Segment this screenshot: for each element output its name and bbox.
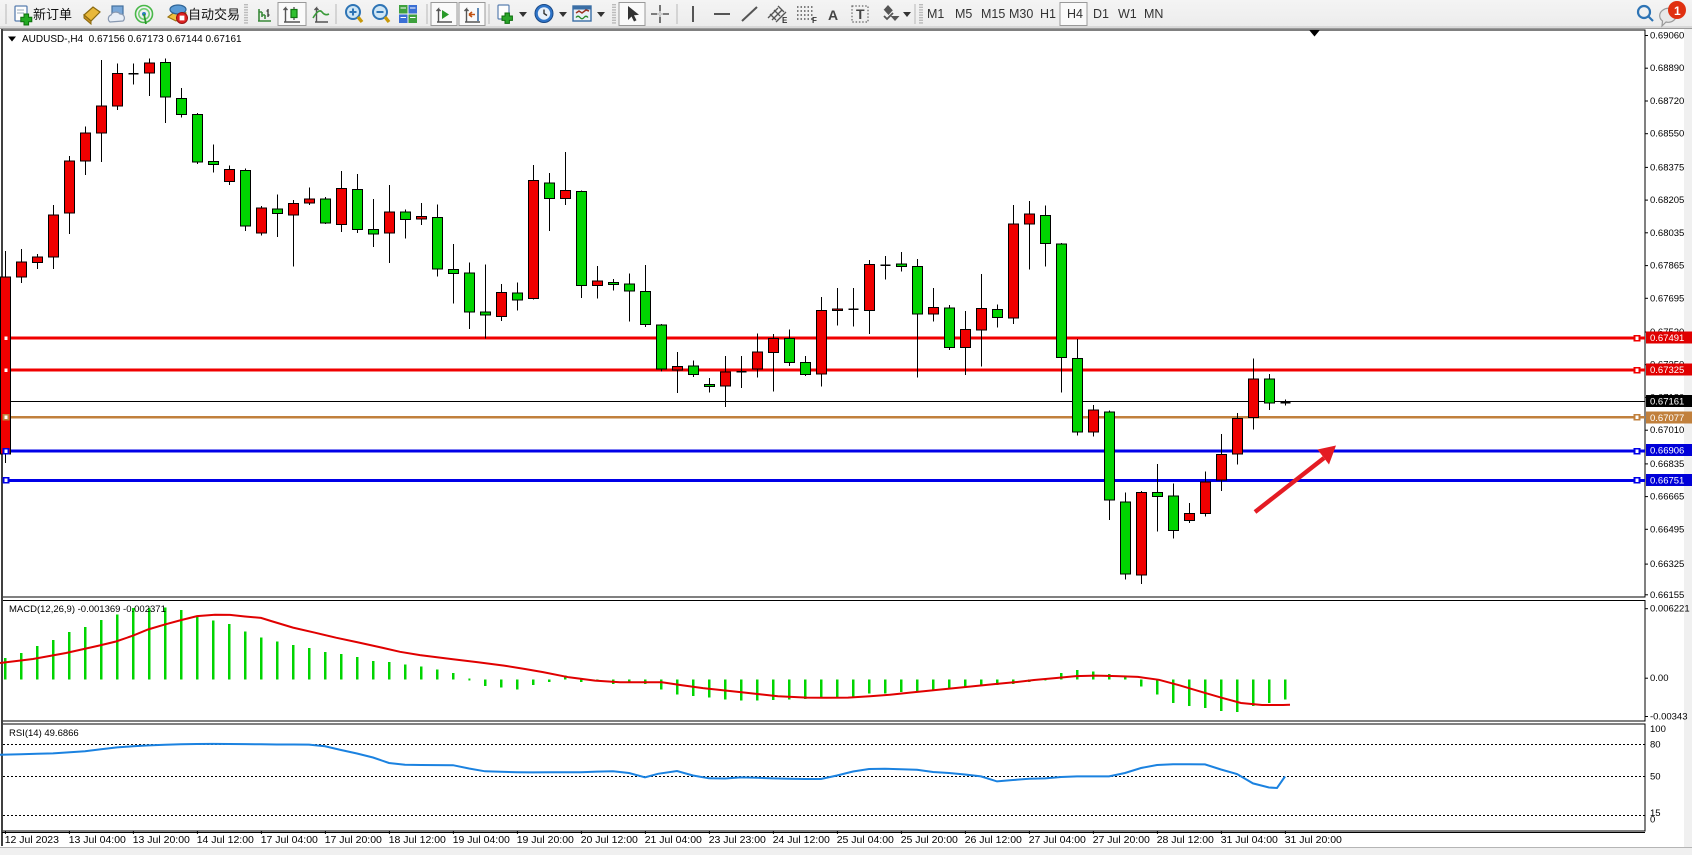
svg-text:0.69060: 0.69060 [1650,31,1684,42]
svg-text:T: T [856,6,865,22]
svg-text:0.67865: 0.67865 [1650,261,1684,272]
svg-text:19 Jul 04:00: 19 Jul 04:00 [453,834,510,846]
svg-text:20 Jul 12:00: 20 Jul 12:00 [581,834,638,846]
svg-text:A: A [828,7,838,23]
svg-text:0.68720: 0.68720 [1650,96,1684,107]
svg-text:0.67161: 0.67161 [1650,397,1684,408]
svg-text:15: 15 [1650,808,1661,819]
svg-text:0.67695: 0.67695 [1650,293,1684,304]
svg-text:100: 100 [1650,724,1666,735]
svg-text:0.67491: 0.67491 [1650,333,1684,344]
svg-text:13 Jul 20:00: 13 Jul 20:00 [133,834,190,846]
svg-text:AUDUSD-,H4 0.67156 0.67173 0.: AUDUSD-,H4 0.67156 0.67173 0.67144 0.671… [22,34,242,45]
svg-text:0.66751: 0.66751 [1650,476,1684,487]
svg-text:MACD(12,26,9) -0.001369 -0.002: MACD(12,26,9) -0.001369 -0.002371 [9,604,166,615]
svg-text:0.68375: 0.68375 [1650,162,1684,173]
svg-text:M5: M5 [955,7,972,21]
svg-text:50: 50 [1650,772,1661,783]
svg-text:E: E [782,16,788,25]
svg-text:21 Jul 04:00: 21 Jul 04:00 [645,834,702,846]
svg-text:24 Jul 12:00: 24 Jul 12:00 [773,834,830,846]
svg-text:0: 0 [1650,815,1655,826]
svg-text:D1: D1 [1093,7,1109,21]
svg-text:0.67325: 0.67325 [1650,365,1684,376]
svg-text:M15: M15 [981,7,1005,21]
svg-text:12 Jul 2023: 12 Jul 2023 [5,834,59,846]
svg-text:0.68890: 0.68890 [1650,63,1684,74]
svg-text:H4: H4 [1067,7,1083,21]
svg-text:18 Jul 12:00: 18 Jul 12:00 [389,834,446,846]
svg-text:19 Jul 20:00: 19 Jul 20:00 [517,834,574,846]
svg-text:0.66906: 0.66906 [1650,446,1684,457]
svg-text:0.66155: 0.66155 [1650,590,1684,601]
svg-text:27 Jul 04:00: 27 Jul 04:00 [1029,834,1086,846]
svg-text:-0.00343: -0.00343 [1650,712,1688,723]
svg-text:W1: W1 [1118,7,1137,21]
svg-text:MN: MN [1144,7,1163,21]
svg-text:13 Jul 04:00: 13 Jul 04:00 [69,834,126,846]
svg-text:0.68035: 0.68035 [1650,228,1684,239]
svg-text:31 Jul 04:00: 31 Jul 04:00 [1221,834,1278,846]
svg-text:H1: H1 [1040,7,1056,21]
svg-text:17 Jul 20:00: 17 Jul 20:00 [325,834,382,846]
svg-text:0.66495: 0.66495 [1650,524,1684,535]
svg-text:0.006221: 0.006221 [1650,604,1690,615]
svg-text:0.68550: 0.68550 [1650,129,1684,140]
svg-text:0.66325: 0.66325 [1650,559,1684,570]
svg-text:0.68205: 0.68205 [1650,195,1684,206]
svg-text:25 Jul 20:00: 25 Jul 20:00 [901,834,958,846]
svg-text:23 Jul 23:00: 23 Jul 23:00 [709,834,766,846]
svg-text:0.67010: 0.67010 [1650,425,1684,436]
svg-text:25 Jul 04:00: 25 Jul 04:00 [837,834,894,846]
svg-text:26 Jul 12:00: 26 Jul 12:00 [965,834,1022,846]
svg-text:RSI(14) 49.6866: RSI(14) 49.6866 [9,728,79,739]
svg-text:0.66665: 0.66665 [1650,492,1684,503]
svg-text:31 Jul 20:00: 31 Jul 20:00 [1285,834,1342,846]
svg-text:0.66835: 0.66835 [1650,459,1684,470]
svg-text:自动交易: 自动交易 [188,7,240,22]
svg-text:新订单: 新订单 [33,7,72,22]
svg-text:80: 80 [1650,740,1661,751]
svg-text:M1: M1 [927,7,944,21]
svg-text:27 Jul 20:00: 27 Jul 20:00 [1093,834,1150,846]
svg-text:0.67077: 0.67077 [1650,413,1684,424]
svg-text:M30: M30 [1009,7,1033,21]
svg-text:0.00: 0.00 [1650,673,1669,684]
svg-text:17 Jul 04:00: 17 Jul 04:00 [261,834,318,846]
svg-text:28 Jul 12:00: 28 Jul 12:00 [1157,834,1214,846]
svg-text:14 Jul 12:00: 14 Jul 12:00 [197,834,254,846]
svg-text:F: F [812,16,817,25]
svg-text:1: 1 [1674,4,1681,18]
